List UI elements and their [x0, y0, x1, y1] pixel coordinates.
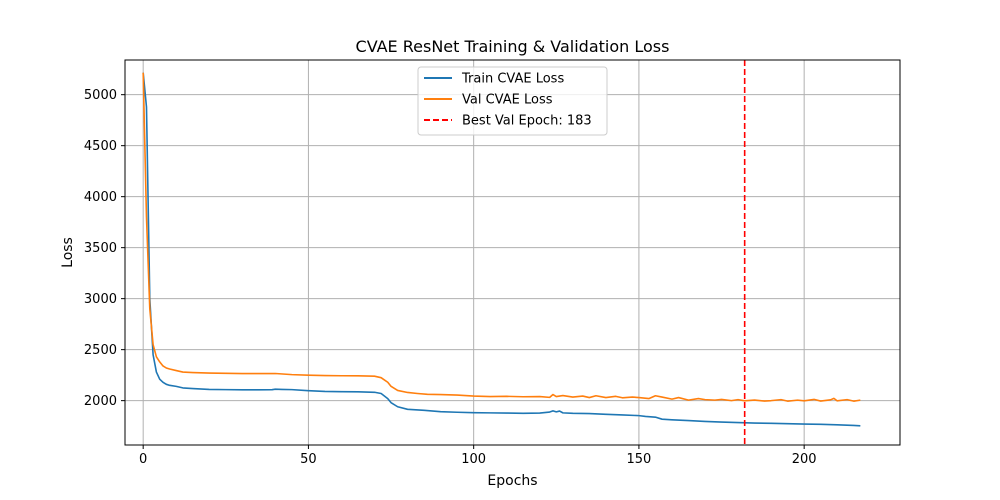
x-axis-title: Epochs	[487, 473, 537, 489]
y-tick-label: 3000	[84, 292, 117, 307]
train-loss-line	[142, 72, 861, 427]
chart-title: CVAE ResNet Training & Validation Loss	[356, 37, 670, 56]
axis-ticks: 0 50 100 150 200 2000 2500 3000 3500 4000 4500 5000	[84, 88, 817, 467]
y-tick-label: 2000	[84, 394, 117, 409]
val-loss-line	[142, 72, 861, 402]
legend-label-val: Val CVAE Loss	[462, 93, 553, 108]
x-tick-label: 100	[461, 452, 486, 467]
plot-data	[142, 60, 861, 445]
y-tick-label: 4500	[84, 139, 117, 154]
legend: Train CVAE Loss Val CVAE Loss Best Val E…	[417, 66, 608, 136]
y-tick-label: 3500	[84, 241, 117, 256]
legend-box	[417, 66, 608, 136]
y-axis-title: Loss	[60, 237, 76, 268]
x-tick-label: 0	[139, 452, 147, 467]
x-tick-label: 50	[300, 452, 317, 467]
x-tick-label: 150	[626, 452, 651, 467]
y-tick-label: 5000	[84, 88, 117, 103]
plot-frame	[124, 59, 901, 446]
legend-label-best-epoch: Best Val Epoch: 183	[462, 114, 592, 129]
x-tick-label: 200	[792, 452, 817, 467]
y-tick-label: 2500	[84, 343, 117, 358]
legend-label-train: Train CVAE Loss	[461, 72, 564, 87]
y-tick-label: 4000	[84, 190, 117, 205]
